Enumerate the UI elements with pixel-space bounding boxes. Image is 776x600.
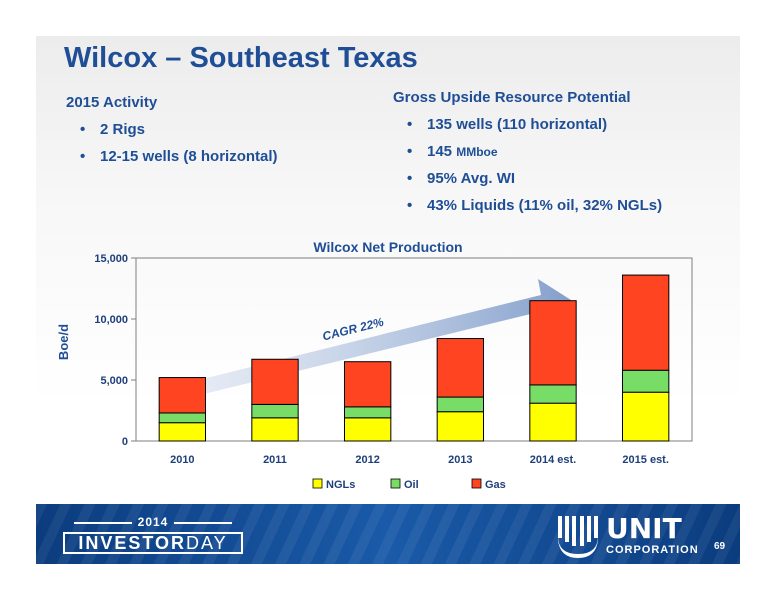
investor-text: INVESTOR — [78, 533, 186, 553]
bar-segment-ngls — [158, 422, 206, 442]
resource-item-text: 135 wells (110 horizontal) — [427, 116, 608, 133]
legend-swatch — [312, 478, 323, 489]
y-tick-label: 0 — [122, 436, 128, 448]
plot-frame — [135, 257, 693, 442]
bullet-dot: • — [407, 116, 413, 133]
x-tick-label: 2014 est. — [530, 454, 576, 466]
day-text: DAY — [186, 533, 228, 553]
activity-item: • 12-15 wells (8 horizontal) — [66, 148, 366, 165]
bar-segment-ngls — [529, 402, 577, 442]
bar-segment-gas — [158, 377, 206, 414]
chart-title: Wilcox Net Production — [313, 239, 462, 255]
unit-logo-icon — [558, 516, 598, 558]
resource-item-text: 145 — [427, 143, 457, 160]
bar-segment-ngls — [622, 391, 670, 442]
bullet-dot: • — [407, 143, 413, 160]
bar-segment-oil — [251, 403, 299, 419]
bar-segment-oil — [344, 406, 392, 419]
investor-day-logo: INVESTORDAY — [63, 532, 243, 554]
activity-block: 2015 Activity • 2 Rigs • 12-15 wells (8 ho… — [66, 94, 366, 175]
x-tick-label: 2015 est. — [622, 454, 668, 466]
activity-item-text: 12-15 wells (8 horizontal) — [100, 148, 278, 165]
resource-item-text: 43% Liquids (11% oil, 32% NGLs) — [427, 197, 663, 214]
investor-day-year-text: 2014 — [137, 515, 169, 529]
x-tick-label: 2012 — [355, 454, 379, 466]
resource-item: • 95% Avg. WI — [393, 170, 733, 187]
activity-heading: 2015 Activity — [66, 94, 158, 111]
bar-segment-oil — [622, 369, 670, 393]
bar-segment-gas — [529, 300, 577, 386]
bar-segment-oil — [436, 396, 484, 413]
bullet-dot: • — [407, 170, 413, 187]
bar-segment-ngls — [251, 417, 299, 442]
page-number: 69 — [714, 541, 726, 552]
bullet-dot: • — [407, 197, 413, 214]
footer-pattern — [36, 504, 740, 564]
x-tick-label: 2011 — [263, 454, 287, 466]
resource-item-text: 95% Avg. WI — [427, 170, 516, 187]
legend-swatch — [390, 478, 401, 489]
investor-day-year: 2014 — [61, 515, 245, 529]
unit-wordmark: UNIT — [606, 512, 682, 545]
bullet-dot: • — [80, 148, 86, 165]
footer-banner: 2014 INVESTORDAY UNIT CORPORATION 69 — [36, 504, 740, 564]
bar-segment-ngls — [436, 411, 484, 442]
legend-label: NGLs — [326, 479, 355, 491]
activity-item-text: 2 Rigs — [100, 121, 146, 138]
bar-segment-gas — [344, 361, 392, 408]
bar-segment-gas — [436, 338, 484, 398]
bar-segment-ngls — [344, 417, 392, 442]
slide: Wilcox – Southeast Texas 2015 Activity •… — [36, 36, 740, 564]
resource-block: Gross Upside Resource Potential • 135 wel… — [393, 89, 733, 224]
resource-item: • 145 MMboe — [393, 143, 733, 160]
legend-swatch — [471, 478, 482, 489]
x-tick-label: 2010 — [170, 454, 194, 466]
y-tick-label: 10,000 — [94, 314, 128, 326]
resource-item-unit: MMboe — [456, 145, 498, 159]
slide-title: Wilcox – Southeast Texas — [64, 42, 418, 74]
unit-corporation-logo: UNIT CORPORATION — [556, 510, 706, 560]
x-tick-label: 2013 — [448, 454, 472, 466]
bar-segment-oil — [158, 412, 206, 424]
corporation-wordmark: CORPORATION — [606, 544, 699, 556]
legend-label: Gas — [485, 479, 506, 491]
resource-item: • 43% Liquids (11% oil, 32% NGLs) — [393, 197, 733, 214]
resource-list: • 135 wells (110 horizontal) • 145 MMboe •… — [393, 116, 733, 214]
y-tick-label: 15,000 — [94, 253, 128, 265]
resource-item: • 135 wells (110 horizontal) — [393, 116, 733, 133]
bar-segment-gas — [251, 358, 299, 405]
year-rule-right — [174, 521, 233, 524]
y-axis-label: Boe/d — [56, 324, 71, 360]
bar-segment-gas — [622, 274, 670, 371]
production-chart: Wilcox Net Production Boe/d CAGR 22% 05,… — [56, 239, 693, 491]
bar-segment-oil — [529, 384, 577, 404]
activity-item: • 2 Rigs — [66, 121, 366, 138]
year-rule-left — [73, 521, 132, 524]
activity-list: • 2 Rigs • 12-15 wells (8 horizontal) — [66, 121, 366, 165]
legend-label: Oil — [404, 479, 419, 491]
y-tick-label: 5,000 — [100, 375, 128, 387]
resource-heading: Gross Upside Resource Potential — [393, 89, 631, 106]
bullet-dot: • — [80, 121, 86, 138]
